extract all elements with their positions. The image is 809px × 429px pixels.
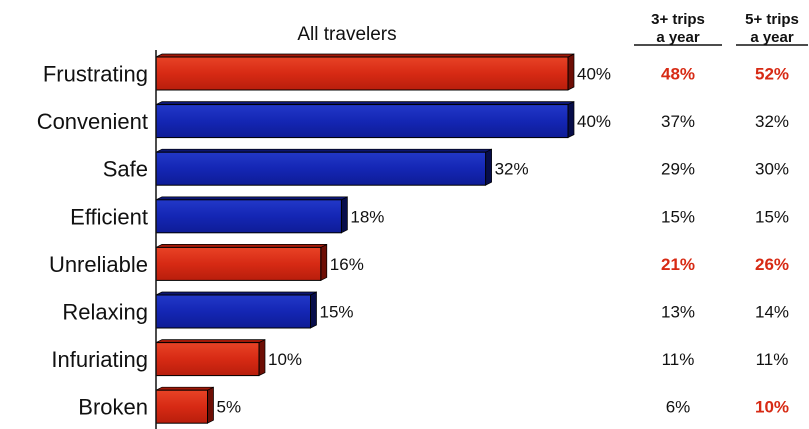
value-label-broken: 5% bbox=[217, 398, 242, 417]
bar-relaxing bbox=[155, 291, 317, 329]
table-cell-convenient-5-trips: 32% bbox=[755, 112, 789, 131]
table-cell-frustrating-3-trips: 48% bbox=[661, 65, 695, 84]
bar-infuriating bbox=[155, 339, 266, 377]
bar-face-infuriating bbox=[155, 342, 260, 377]
row-safe: Safe 32% 29% 30% bbox=[103, 148, 789, 186]
table-cell-frustrating-5-trips: 52% bbox=[755, 65, 789, 84]
column-header-3-trips-line1: 3+ trips bbox=[651, 11, 705, 28]
row-convenient: Convenient 40% 37% 32% bbox=[37, 101, 789, 139]
table-cell-unreliable-5-trips: 26% bbox=[755, 255, 789, 274]
category-label-safe: Safe bbox=[103, 157, 148, 182]
category-label-relaxing: Relaxing bbox=[62, 300, 148, 325]
value-label-unreliable: 16% bbox=[330, 255, 364, 274]
value-label-relaxing: 15% bbox=[320, 303, 354, 322]
bar-safe bbox=[155, 148, 492, 186]
value-label-frustrating: 40% bbox=[577, 65, 611, 84]
table-cell-efficient-3-trips: 15% bbox=[661, 207, 695, 226]
category-label-unreliable: Unreliable bbox=[49, 252, 148, 277]
column-header-3-trips: 3+ trips a year bbox=[634, 11, 722, 46]
bar-side-relaxing bbox=[310, 291, 317, 329]
table-cell-convenient-3-trips: 37% bbox=[661, 112, 695, 131]
table-cell-broken-5-trips: 10% bbox=[755, 398, 789, 417]
bar-side-convenient bbox=[567, 101, 575, 139]
column-header-5-trips: 5+ trips a year bbox=[736, 11, 808, 46]
row-infuriating: Infuriating 10% 11% 11% bbox=[51, 339, 789, 377]
bar-broken bbox=[155, 386, 214, 424]
table-cell-safe-3-trips: 29% bbox=[661, 160, 695, 179]
bar-face-frustrating bbox=[155, 56, 569, 91]
table-cell-infuriating-3-trips: 11% bbox=[662, 350, 695, 369]
bar-face-relaxing bbox=[155, 294, 311, 329]
row-relaxing: Relaxing 15% 13% 14% bbox=[62, 291, 789, 329]
table-cell-relaxing-3-trips: 13% bbox=[661, 303, 695, 322]
bar-efficient bbox=[155, 196, 348, 234]
bar-side-safe bbox=[485, 148, 492, 186]
value-label-safe: 32% bbox=[495, 160, 529, 179]
table-cell-unreliable-3-trips: 21% bbox=[661, 255, 695, 274]
bar-face-convenient bbox=[155, 104, 569, 139]
category-label-convenient: Convenient bbox=[37, 109, 148, 134]
table-cell-broken-3-trips: 6% bbox=[666, 398, 691, 417]
bar-face-safe bbox=[155, 151, 487, 186]
bar-side-broken bbox=[207, 386, 214, 424]
bar-side-frustrating bbox=[567, 53, 575, 91]
category-label-efficient: Efficient bbox=[70, 204, 148, 229]
value-label-convenient: 40% bbox=[577, 112, 611, 131]
value-label-efficient: 18% bbox=[350, 207, 384, 226]
bar-unreliable bbox=[155, 243, 328, 281]
column-header-5-trips-line2: a year bbox=[750, 29, 794, 46]
table-cell-efficient-5-trips: 15% bbox=[755, 207, 789, 226]
table-cell-safe-5-trips: 30% bbox=[755, 160, 789, 179]
bars-layer: Frustrating 40% 48% 52%Convenient 40% 37% 32%S… bbox=[37, 53, 789, 424]
table-cell-relaxing-5-trips: 14% bbox=[755, 303, 789, 322]
column-header-3-trips-line2: a year bbox=[656, 29, 700, 46]
bar-side-infuriating bbox=[258, 339, 266, 377]
bar-face-efficient bbox=[155, 199, 342, 234]
row-efficient: Efficient 18% 15% 15% bbox=[70, 196, 789, 234]
bar-side-unreliable bbox=[320, 243, 328, 281]
row-frustrating: Frustrating 40% 48% 52% bbox=[43, 53, 789, 91]
row-broken: Broken 5% 6% 10% bbox=[78, 386, 789, 424]
table-cell-infuriating-5-trips: 11% bbox=[756, 350, 789, 369]
bar-face-unreliable bbox=[155, 246, 322, 281]
bar-side-efficient bbox=[341, 196, 348, 234]
chart-title: All travelers bbox=[297, 24, 396, 45]
category-label-frustrating: Frustrating bbox=[43, 62, 148, 87]
value-label-infuriating: 10% bbox=[268, 350, 302, 369]
bar-convenient bbox=[155, 101, 575, 139]
category-label-infuriating: Infuriating bbox=[51, 347, 148, 372]
row-unreliable: Unreliable 16% 21% 26% bbox=[49, 243, 789, 281]
bar-frustrating bbox=[155, 53, 575, 91]
bar-face-broken bbox=[155, 389, 208, 424]
category-label-broken: Broken bbox=[78, 395, 148, 420]
column-header-5-trips-line1: 5+ trips bbox=[745, 11, 799, 28]
